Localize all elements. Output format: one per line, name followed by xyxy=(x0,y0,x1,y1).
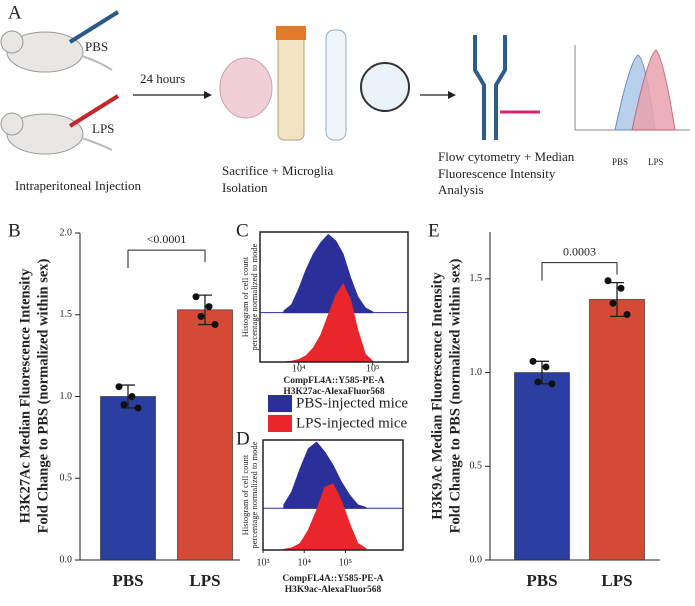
x-tick-label: PBS xyxy=(526,571,557,590)
interval-label: 24 hours xyxy=(140,71,185,86)
bar xyxy=(177,309,233,561)
data-point xyxy=(211,321,219,329)
analysis-label: Analysis xyxy=(438,182,484,197)
y-tick-label: 1.5 xyxy=(470,273,483,284)
x-tick-label: PBS xyxy=(112,571,143,590)
analysis-label: Fluorescence Intensity xyxy=(438,166,556,181)
y-tick-label: 0.0 xyxy=(60,554,73,565)
syringe-icon xyxy=(68,10,120,44)
x-tick-label: LPS xyxy=(189,571,220,590)
y-tick-label: 0.5 xyxy=(470,461,483,472)
histogram-area xyxy=(283,441,367,509)
flow-cell-icon xyxy=(473,35,507,140)
x-tick-label: LPS xyxy=(601,571,632,590)
syringe-icon xyxy=(68,94,120,128)
significance-bracket xyxy=(541,262,618,281)
panel-letter: E xyxy=(428,220,440,241)
legend-label: PBS-injected mice xyxy=(296,395,408,411)
y-tick-label: 0.0 xyxy=(470,554,483,565)
panel-letter: D xyxy=(236,428,250,449)
x-tick-label: 10⁴ xyxy=(292,363,306,374)
error-bar xyxy=(198,294,212,326)
analysis-label: Flow cytometry + Median xyxy=(438,149,575,164)
histogram-area xyxy=(283,483,367,551)
y-tick-label: 1.0 xyxy=(470,367,483,378)
x-axis-title: H3K9ac-AlexaFluor568 xyxy=(285,585,382,595)
lps-label: LPS xyxy=(92,121,114,136)
y-axis-title: percentage normalized to mode xyxy=(249,243,259,350)
data-point xyxy=(542,363,550,371)
data-point xyxy=(534,378,542,386)
y-axis-title: Fold Change to PBS (normalized within se… xyxy=(447,258,463,533)
pbs-label: PBS xyxy=(85,39,108,54)
x-tick-label: 10⁴ xyxy=(297,557,311,568)
y-tick-label: 2.0 xyxy=(60,227,73,238)
data-point xyxy=(205,303,213,311)
y-axis-title: Histogram of cell count xyxy=(240,454,250,535)
schematic: PBS LPS Intraperitoneal Injection 24 hou… xyxy=(0,10,690,197)
mouse-head xyxy=(0,112,24,136)
bar xyxy=(100,396,156,561)
panel-letter: A xyxy=(8,2,22,23)
injection-label: Intraperitoneal Injection xyxy=(15,178,141,193)
data-point xyxy=(192,293,200,301)
mini-hist-label: PBS xyxy=(612,157,628,167)
histogram-area xyxy=(283,282,374,363)
bar xyxy=(514,372,570,561)
data-point xyxy=(548,380,556,388)
tube-icon xyxy=(325,29,347,141)
isolation-label: Isolation xyxy=(222,180,268,195)
y-axis-title: Fold Change to PBS (normalized within se… xyxy=(35,258,51,533)
plot-frame xyxy=(262,439,404,551)
error-bar xyxy=(610,281,624,317)
legend-swatch xyxy=(268,415,292,432)
magnifier-icon xyxy=(360,62,410,112)
y-axis-title: Histogram of cell count xyxy=(240,256,250,337)
histogram-area xyxy=(283,233,374,314)
tube-cap xyxy=(276,26,306,40)
data-point xyxy=(609,299,617,307)
mouse-tail xyxy=(81,55,113,71)
mouse-head xyxy=(0,30,24,54)
data-point xyxy=(134,404,142,412)
panel-letter: B xyxy=(8,220,21,241)
isolation-label: Sacrifice + Microglia xyxy=(222,163,334,178)
y-tick-label: 1.0 xyxy=(60,391,73,402)
x-axis-title: CompFL4A::Y585-PE-A xyxy=(282,574,383,584)
data-point xyxy=(197,312,205,320)
y-axis-title: H3K27Ac Median Fluorescence Intensity xyxy=(17,268,33,523)
legend-swatch xyxy=(268,395,292,412)
data-point xyxy=(529,357,537,365)
mini-histogram xyxy=(631,49,676,131)
arrow-head xyxy=(448,91,456,99)
significance-bracket xyxy=(127,249,206,269)
y-axis-title: H3K9Ac Median Fluorescence Intensity xyxy=(429,272,445,520)
x-axis-title: CompFL4A::Y585-PE-A xyxy=(283,376,384,386)
data-point xyxy=(128,393,136,400)
data-point xyxy=(115,383,123,391)
bar xyxy=(589,299,645,561)
brain-icon xyxy=(219,57,273,119)
x-tick-label: 10⁵ xyxy=(339,557,353,568)
y-tick-label: 1.5 xyxy=(60,309,73,320)
mouse-tail xyxy=(81,137,113,151)
panel-letter: C xyxy=(236,220,249,241)
tube-icon xyxy=(277,29,305,141)
legend-label: LPS-injected mice xyxy=(296,415,408,431)
p-value-label: 0.0003 xyxy=(563,244,596,258)
y-axis-title: percentage normalized to mode xyxy=(249,441,259,548)
data-point xyxy=(617,284,625,292)
p-value-label: <0.0001 xyxy=(147,232,187,246)
data-point xyxy=(623,310,631,318)
plot-frame xyxy=(259,231,409,363)
y-tick-label: 0.5 xyxy=(60,473,73,484)
x-axis-title: H3K27ac-AlexaFluor568 xyxy=(283,387,385,397)
arrow-head xyxy=(204,91,212,99)
data-point xyxy=(120,401,128,409)
x-tick-label: 10⁵ xyxy=(366,363,380,374)
mini-hist-label: LPS xyxy=(648,157,664,167)
data-point xyxy=(604,277,612,285)
x-tick-label: 10³ xyxy=(257,557,270,568)
